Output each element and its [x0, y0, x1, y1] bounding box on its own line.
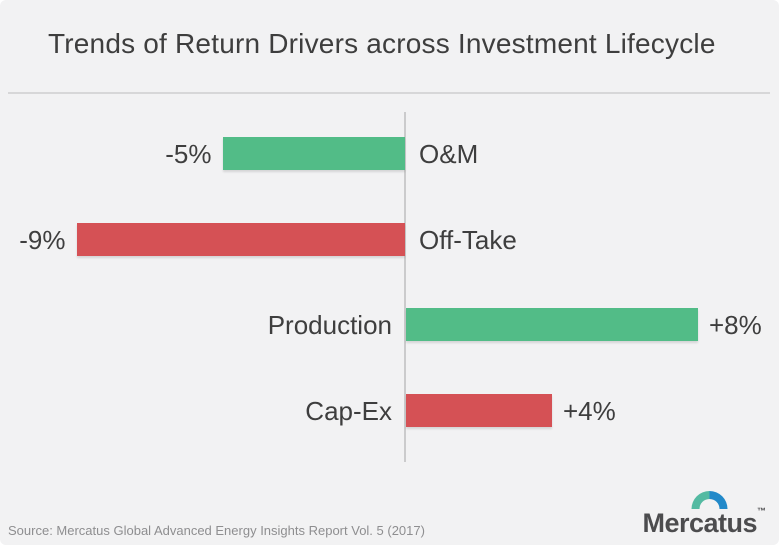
title-divider: [8, 92, 770, 94]
source-note: Source: Mercatus Global Advanced Energy …: [8, 523, 425, 538]
value-label-o-m: -5%: [165, 138, 212, 169]
bar-cap-ex: [406, 394, 552, 427]
category-label-o-m: O&M: [419, 138, 479, 169]
mercatus-arch-icon: [691, 491, 728, 509]
mercatus-logo: Mercatus™: [642, 491, 766, 537]
mercatus-wordmark-text: Mercatus: [642, 508, 757, 538]
bar-production: [406, 308, 698, 341]
chart-title: Trends of Return Drivers across Investme…: [48, 28, 716, 59]
bar-o-m: [222, 137, 405, 170]
category-label-cap-ex: Cap-Ex: [305, 395, 392, 426]
category-label-off-take: Off-Take: [419, 224, 517, 255]
bar-off-take: [76, 223, 405, 256]
category-label-production: Production: [267, 309, 392, 340]
bar-chart: -5% O&M -9% Off-Take +8% Production +4% Cap-Ex: [0, 112, 779, 462]
baseline-axis: [404, 112, 406, 462]
trademark-symbol: ™: [757, 506, 766, 516]
value-label-production: +8%: [709, 309, 762, 340]
value-label-off-take: -9%: [19, 224, 66, 255]
value-label-cap-ex: +4%: [563, 395, 616, 426]
mercatus-wordmark: Mercatus™: [642, 507, 766, 537]
